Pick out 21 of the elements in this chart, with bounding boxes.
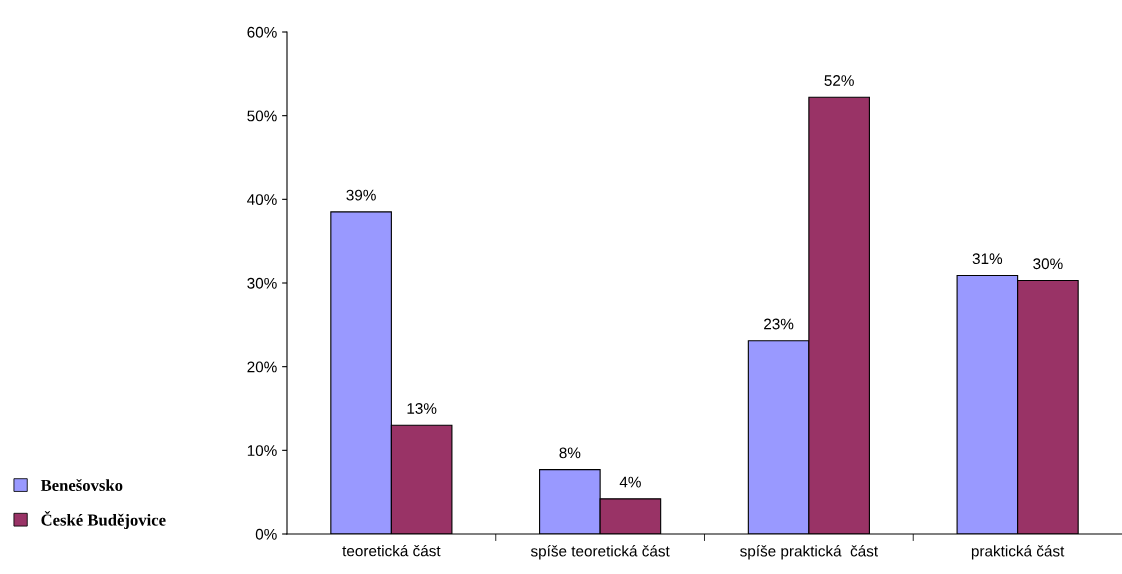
data-label: 4%	[619, 476, 641, 488]
data-label: 13%	[407, 403, 437, 414]
y-tick-label: 30%	[247, 277, 277, 289]
x-tick-label: spíše teoretická část	[530, 545, 670, 560]
y-tick-label: 60%	[247, 26, 277, 38]
y-tick-label: 10%	[247, 445, 277, 457]
data-label: 31%	[972, 253, 1003, 265]
legend-label: České Budějovice	[41, 511, 166, 530]
data-label: 30%	[1033, 258, 1063, 270]
x-tick-label: spíše praktická část	[740, 545, 878, 560]
y-tick-label: 20%	[247, 361, 277, 373]
y-tick-label: 40%	[247, 194, 277, 206]
x-tick-label: teoretická část	[342, 544, 441, 557]
data-label: 52%	[824, 75, 854, 86]
data-label: 8%	[559, 447, 581, 459]
y-tick-label: 50%	[247, 110, 277, 122]
data-label: 39%	[346, 189, 376, 201]
y-tick-label: 0%	[255, 528, 277, 540]
x-tick-label: praktická část	[971, 545, 1065, 560]
legend-label: Benešovsko	[40, 479, 123, 492]
data-label: 23%	[764, 318, 794, 330]
